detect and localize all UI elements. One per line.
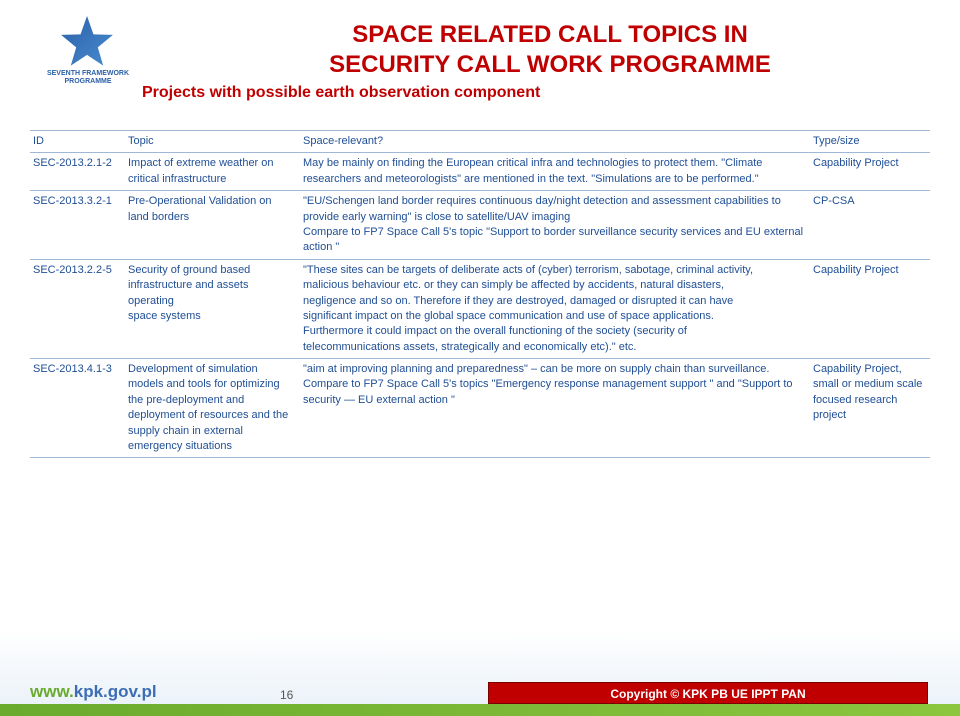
cell-id: SEC-2013.4.1-3 bbox=[30, 359, 125, 458]
cell-id: SEC-2013.2.1-2 bbox=[30, 153, 125, 191]
kpk-logo: www.kpk.gov.pl bbox=[30, 682, 157, 702]
cell-topic: Impact of extreme weather on critical in… bbox=[125, 153, 300, 191]
header-relevant: Space-relevant? bbox=[300, 131, 810, 153]
fp7-logo: SEVENTH FRAMEWORKPROGRAMME bbox=[44, 16, 132, 90]
subtitle: Projects with possible earth observation… bbox=[142, 84, 920, 102]
cell-topic: Development of simulation models and too… bbox=[125, 359, 300, 458]
page-number: 16 bbox=[280, 688, 293, 702]
cell-type: Capability Project, small or medium scal… bbox=[810, 359, 930, 458]
footer: www.kpk.gov.pl 16 Copyright © KPK PB UE … bbox=[0, 666, 960, 716]
cell-type: Capability Project bbox=[810, 153, 930, 191]
table-header-row: ID Topic Space-relevant? Type/size bbox=[30, 131, 930, 153]
table-row: SEC-2013.3.2-1 Pre-Operational Validatio… bbox=[30, 191, 930, 260]
title-block: SPACE RELATED CALL TOPICS IN SECURITY CA… bbox=[180, 20, 920, 102]
cell-relevant: "aim at improving planning and preparedn… bbox=[300, 359, 810, 458]
table-row: SEC-2013.4.1-3 Development of simulation… bbox=[30, 359, 930, 458]
cell-relevant: "EU/Schengen land border requires contin… bbox=[300, 191, 810, 260]
table-row: SEC-2013.2.1-2 Impact of extreme weather… bbox=[30, 153, 930, 191]
cell-type: CP-CSA bbox=[810, 191, 930, 260]
cell-topic: Security of ground based infrastructure … bbox=[125, 259, 300, 358]
header-topic: Topic bbox=[125, 131, 300, 153]
title-line2: SECURITY CALL WORK PROGRAMME bbox=[180, 50, 920, 80]
url-rest: kpk.gov.pl bbox=[74, 682, 157, 701]
url-prefix: www. bbox=[30, 682, 74, 701]
cell-relevant: "These sites can be targets of deliberat… bbox=[300, 259, 810, 358]
slide: SEVENTH FRAMEWORKPROGRAMME SPACE RELATED… bbox=[0, 0, 960, 716]
fp7-label: SEVENTH FRAMEWORKPROGRAMME bbox=[44, 70, 132, 85]
cell-id: SEC-2013.2.2-5 bbox=[30, 259, 125, 358]
cell-relevant: May be mainly on finding the European cr… bbox=[300, 153, 810, 191]
content-table: ID Topic Space-relevant? Type/size SEC-2… bbox=[30, 130, 930, 458]
cell-type: Capability Project bbox=[810, 259, 930, 358]
cell-topic: Pre-Operational Validation on land borde… bbox=[125, 191, 300, 260]
header-id: ID bbox=[30, 131, 125, 153]
table-row: SEC-2013.2.2-5 Security of ground based … bbox=[30, 259, 930, 358]
copyright-box: Copyright © KPK PB UE IPPT PAN bbox=[488, 682, 928, 704]
title-line1: SPACE RELATED CALL TOPICS IN bbox=[180, 20, 920, 50]
fp7-star-icon bbox=[60, 16, 114, 70]
footer-green-bar bbox=[0, 704, 960, 716]
content-table-wrap: ID Topic Space-relevant? Type/size SEC-2… bbox=[30, 130, 930, 458]
cell-id: SEC-2013.3.2-1 bbox=[30, 191, 125, 260]
header-type: Type/size bbox=[810, 131, 930, 153]
